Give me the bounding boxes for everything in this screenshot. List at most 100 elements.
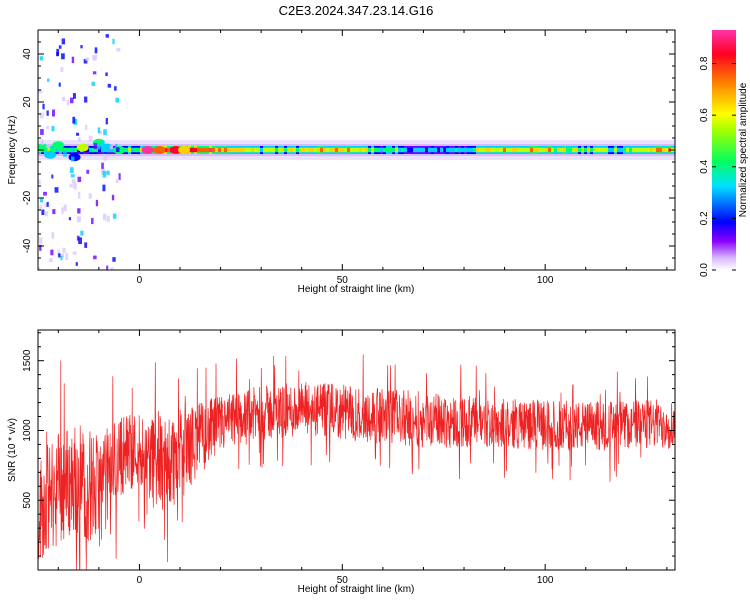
band-cell-core: [620, 147, 623, 153]
band-cell-core: [167, 147, 170, 153]
noise-cell: [38, 179, 41, 185]
noise-cell: [52, 209, 56, 215]
band-cell-core: [227, 147, 230, 153]
noise-cell: [69, 167, 74, 174]
x-tick-label: 50: [337, 575, 349, 586]
band-cell-core: [539, 147, 542, 153]
noise-cell: [118, 173, 121, 180]
noise-cell: [52, 109, 55, 117]
band-cell-core: [335, 147, 338, 153]
band-cell-core: [425, 147, 428, 153]
band-cell-core: [341, 147, 344, 153]
band-cell-core: [251, 147, 254, 153]
band-cell-core: [320, 147, 323, 153]
band-cell-core: [395, 147, 398, 153]
band-cell-core: [368, 147, 371, 153]
band-cell-core: [572, 147, 575, 153]
noise-cell: [83, 59, 88, 64]
band-cell-core: [485, 147, 488, 153]
band-cell-core: [296, 147, 299, 153]
spectral-blob: [76, 143, 89, 152]
noise-cell: [61, 38, 66, 45]
noise-cell: [105, 72, 108, 77]
band-cell-core: [266, 147, 269, 153]
spectrogram-panel: 0 50 100 -40 -20 0 20 40 Height of straight lin…: [7, 29, 676, 295]
band-cell-core: [89, 147, 92, 153]
band-cell-core: [428, 147, 431, 153]
band-cell-core: [464, 147, 467, 153]
noise-cell: [43, 191, 47, 196]
band-cell-core: [584, 147, 587, 153]
figure-title: C2E3.2024.347.23.14.G16: [279, 3, 434, 18]
snr-frame: [37, 329, 676, 571]
noise-cell: [93, 255, 97, 260]
noise-cell: [70, 174, 75, 178]
band-cell-core: [59, 147, 62, 153]
y-tick-label: -20: [22, 190, 33, 205]
band-cell-core: [509, 147, 512, 153]
band-cell-core: [416, 147, 419, 153]
noise-cell: [94, 47, 98, 54]
band-cell-core: [224, 147, 227, 153]
band-cell-core: [488, 147, 491, 153]
x-tick-label: 100: [537, 575, 554, 586]
band-cell-core: [587, 147, 590, 153]
band-cell-core: [524, 147, 527, 153]
noise-cell: [61, 53, 65, 60]
noise-cell: [112, 213, 117, 219]
band-cell-core: [455, 147, 458, 153]
y-tick-label: 500: [22, 491, 33, 508]
noise-cell: [71, 179, 76, 184]
noise-cell: [116, 48, 121, 52]
band-cell-core: [551, 147, 554, 153]
y-tick-label: 20: [22, 96, 33, 108]
x-tick-label: 0: [137, 275, 143, 286]
noise-cell: [61, 96, 66, 102]
y-tick-label: 1000: [22, 419, 33, 442]
noise-cell: [50, 249, 54, 256]
noise-cell: [91, 81, 95, 87]
noise-cell: [110, 267, 114, 270]
band-cell-core: [56, 147, 59, 153]
band-cell-core: [92, 147, 95, 153]
band-cell-core: [623, 147, 626, 153]
band-cell-core: [326, 147, 329, 153]
band-cell-core: [209, 147, 212, 153]
band-cell-core: [569, 147, 572, 153]
band-cell-core: [422, 147, 425, 153]
band-cell-core: [275, 147, 278, 153]
noise-cell: [105, 118, 108, 125]
band-cell-core: [593, 147, 596, 153]
band-cell-core: [305, 147, 308, 153]
noise-cell: [72, 116, 76, 124]
y-tick-label: 40: [22, 48, 33, 60]
noise-cell: [84, 96, 88, 103]
band-cell-core: [215, 147, 218, 153]
band-cell-core: [221, 147, 224, 153]
band-cell-core: [95, 147, 98, 153]
band-cell-core: [665, 147, 668, 153]
band-cell-core: [200, 147, 203, 153]
noise-cell: [71, 56, 75, 64]
band-cell-core: [269, 147, 272, 153]
snr-ylabel: SNR (10 * v/v): [7, 418, 18, 482]
noise-cell: [63, 204, 67, 212]
band-cell-core: [431, 147, 434, 153]
band-cell-core: [611, 147, 614, 153]
band-cell-core: [248, 147, 251, 153]
noise-cell: [41, 138, 44, 146]
noise-cell: [112, 38, 115, 45]
colorbar-gradient: [712, 30, 736, 270]
noise-cell: [101, 162, 104, 169]
snr-xlabel: Height of straight line (km): [298, 584, 415, 595]
band-cell-core: [470, 147, 473, 153]
noise-cell: [48, 258, 53, 263]
band-cell-core: [497, 147, 500, 153]
snr-panel: 0 50 100 500 1000 1500 Height of straight lin…: [7, 329, 676, 595]
band-cell-core: [203, 147, 206, 153]
band-cell-core: [575, 147, 578, 153]
band-cell-core: [350, 147, 353, 153]
band-cell-core: [392, 147, 395, 153]
band-cell-core: [191, 147, 194, 153]
band-cell-core: [239, 147, 242, 153]
